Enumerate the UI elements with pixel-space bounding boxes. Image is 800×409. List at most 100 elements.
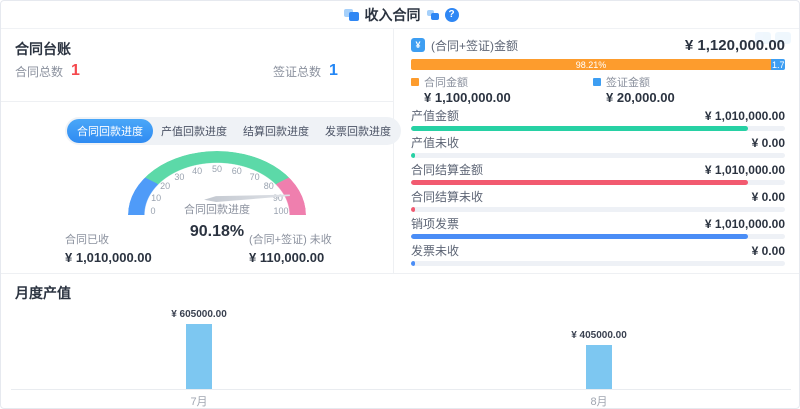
- progress-fill: [411, 234, 749, 239]
- ledger-stats: 合同总数 1 签证总数 1: [15, 62, 338, 80]
- amount-summary-panel: ¥ (合同+签证)金额 ¥ 1,120,000.00 98.21%1.79% 合…: [394, 29, 799, 273]
- header: 收入合同 ?: [1, 1, 799, 29]
- progress-row-line: 发票未收 ¥ 0.00: [411, 243, 785, 259]
- gauge-label: 合同回款进度: [184, 204, 250, 216]
- progress-row: 发票未收 ¥ 0.00: [411, 243, 785, 266]
- gauge-tick-100: 100: [273, 206, 289, 216]
- row-value: ¥ 0.00: [751, 135, 785, 150]
- page-title: 收入合同: [364, 6, 421, 23]
- progress-row: 合同结算金额 ¥ 1,010,000.00: [411, 162, 785, 185]
- ledger-title: 合同台账: [15, 41, 71, 57]
- bar-category-label: 7月: [190, 396, 208, 408]
- recovery-progress-tabs: 合同回款进度 产值回款进度 结算回款进度 发票回款进度: [65, 117, 401, 145]
- contract-icon: [343, 8, 359, 21]
- progress-row-line: 产值金额 ¥ 1,010,000.00: [411, 108, 785, 124]
- gauge-tick-80: 80: [263, 181, 274, 192]
- amount-icon: ¥: [411, 38, 425, 52]
- progress-row: 产值未收 ¥ 0.00: [411, 135, 785, 158]
- row-value: ¥ 1,010,000.00: [704, 162, 785, 177]
- amount-legend: 合同金额 ¥ 1,100,000.00 签证金额 ¥ 20,000.00: [411, 76, 785, 105]
- bar-segment-签证金额: 1.79%: [771, 59, 785, 70]
- gauge-footer-item: (合同+签证) 未收 ¥ 110,000.00: [249, 231, 332, 265]
- total-amount-label: (合同+签证)金额: [431, 38, 519, 53]
- bar-segment-合同金额: 98.21%: [411, 59, 771, 70]
- gauge-tick-40: 40: [192, 166, 203, 177]
- stat-label: 签证总数: [273, 64, 322, 79]
- gauge-tick-10: 10: [151, 193, 162, 203]
- legend-value: ¥ 20,000.00: [606, 90, 675, 105]
- legend-value: ¥ 1,100,000.00: [424, 90, 511, 105]
- progress-track: [411, 180, 785, 185]
- tab-合同回款进度[interactable]: 合同回款进度: [67, 119, 153, 143]
- monthly-output-title: 月度产值: [15, 285, 71, 301]
- section-divider: [1, 101, 394, 102]
- row-value: ¥ 1,010,000.00: [704, 108, 785, 123]
- legend-line: 合同金额: [411, 76, 593, 89]
- stat-label: 合同总数: [15, 64, 64, 79]
- footer-value: ¥ 110,000.00: [249, 250, 325, 265]
- row-value: ¥ 0.00: [751, 243, 785, 258]
- row-label: 合同结算金额: [411, 163, 484, 177]
- tab-结算回款进度[interactable]: 结算回款进度: [243, 126, 309, 138]
- progress-fill: [411, 261, 416, 266]
- bar: [186, 324, 212, 389]
- monthly-output-panel: 月度产值 ¥ 605000.00 7月 ¥ 405000.00 8月: [1, 273, 799, 408]
- legend-swatch: [411, 78, 419, 86]
- gauge-arc-clip: [128, 151, 306, 215]
- footer-label: (合同+签证) 未收: [249, 234, 332, 246]
- progress-row: 合同结算未收 ¥ 0.00: [411, 189, 785, 212]
- tab-发票回款进度[interactable]: 发票回款进度: [325, 126, 391, 138]
- tab-产值回款进度[interactable]: 产值回款进度: [161, 126, 227, 138]
- gauge-tick-70: 70: [249, 172, 260, 182]
- stat-value: 1: [329, 62, 338, 79]
- x-axis-line: [11, 389, 791, 390]
- legend-swatch: [593, 78, 601, 86]
- row-value: ¥ 0.00: [751, 189, 785, 204]
- row-label: 发票未收: [411, 244, 460, 258]
- legend-item: 合同金额 ¥ 1,100,000.00: [411, 76, 593, 105]
- progress-fill: [411, 153, 416, 158]
- amount-split-bar: 98.21%1.79%: [411, 59, 785, 70]
- ledger-stat: 合同总数 1: [15, 62, 273, 80]
- bar-value-label: ¥ 405000.00: [571, 330, 627, 341]
- progress-fill: [411, 180, 749, 185]
- contract-icon-small: [426, 9, 439, 20]
- progress-track: [411, 126, 785, 131]
- bar-category-label: 8月: [590, 396, 608, 408]
- progress-row: 产值金额 ¥ 1,010,000.00: [411, 108, 785, 131]
- footer-value: ¥ 1,010,000.00: [65, 250, 152, 265]
- total-amount-value: ¥ 1,120,000.00: [684, 36, 785, 54]
- progress-track: [411, 153, 785, 158]
- total-amount-row: ¥ (合同+签证)金额 ¥ 1,120,000.00: [411, 36, 785, 54]
- gauge-tick-30: 30: [174, 172, 185, 182]
- contract-ledger-panel: 合同台账 合同总数 1 签证总数 1 合同回款进度 产值回款进度 结算回款进度 发票回款进度…: [1, 29, 401, 273]
- progress-row: 销项发票 ¥ 1,010,000.00: [411, 216, 785, 239]
- amount-progress-list: 产值金额 ¥ 1,010,000.00 产值未收 ¥ 0.00 合同结算金额 ¥ 1,01…: [411, 108, 785, 266]
- progress-row-line: 销项发票 ¥ 1,010,000.00: [411, 216, 785, 232]
- legend-label: 合同金额: [424, 77, 468, 89]
- row-label: 合同结算未收: [411, 190, 484, 204]
- footer-label: 合同已收: [65, 234, 109, 246]
- help-icon[interactable]: ?: [444, 7, 459, 22]
- gauge-tick-20: 20: [160, 181, 171, 192]
- gauge-footer: 合同已收 ¥ 1,010,000.00 (合同+签证) 未收 ¥ 110,000.00: [65, 231, 332, 265]
- ledger-stat: 签证总数 1: [273, 62, 338, 80]
- progress-track: [411, 261, 785, 266]
- stat-value: 1: [71, 62, 80, 79]
- progress-fill: [411, 126, 749, 131]
- row-label: 产值未收: [411, 136, 460, 150]
- progress-fill: [411, 207, 416, 212]
- gauge-tick-90: 90: [272, 193, 283, 203]
- progress-track: [411, 207, 785, 212]
- progress-row-line: 合同结算金额 ¥ 1,010,000.00: [411, 162, 785, 178]
- progress-row-line: 产值未收 ¥ 0.00: [411, 135, 785, 151]
- row-label: 销项发票: [411, 217, 460, 231]
- row-value: ¥ 1,010,000.00: [704, 216, 785, 231]
- bar-value-label: ¥ 605000.00: [171, 309, 227, 320]
- recovery-gauge: 0 10 20 30 40 50 60 70 80 90 100 合同回款进度: [128, 151, 306, 219]
- row-label: 产值金额: [411, 109, 460, 123]
- bar: [586, 345, 612, 389]
- gauge-tick-0: 0: [150, 206, 156, 216]
- gauge-footer-item: 合同已收 ¥ 1,010,000.00: [65, 231, 249, 265]
